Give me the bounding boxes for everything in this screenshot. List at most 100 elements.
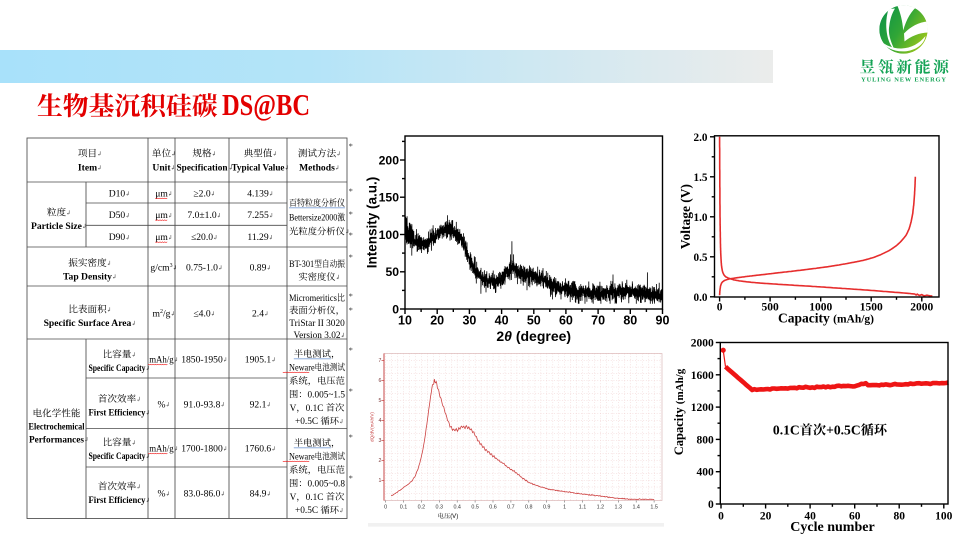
svg-text:0.1C: 0.1C bbox=[773, 423, 800, 438]
svg-text:TriStar II 3020: TriStar II 3020 bbox=[289, 319, 345, 329]
svg-text:m: m bbox=[153, 309, 161, 320]
svg-text:0.6: 0.6 bbox=[489, 505, 497, 511]
svg-text:Cycle number: Cycle number bbox=[790, 520, 874, 535]
svg-text:1.5: 1.5 bbox=[694, 172, 708, 184]
svg-text:0: 0 bbox=[384, 505, 387, 511]
svg-text:*: * bbox=[349, 346, 353, 355]
svg-text:92.1: 92.1 bbox=[250, 399, 267, 410]
svg-text:/g: /g bbox=[163, 309, 171, 320]
svg-text:≥2.0: ≥2.0 bbox=[193, 189, 210, 200]
svg-text:0.1C: 0.1C bbox=[306, 404, 324, 414]
svg-text:2000: 2000 bbox=[691, 338, 714, 350]
svg-text:μm: μm bbox=[155, 189, 168, 200]
svg-text:First Efficiency: First Efficiency bbox=[89, 495, 146, 506]
svg-text:0.9: 0.9 bbox=[543, 505, 551, 511]
svg-text:+0.5C: +0.5C bbox=[295, 417, 318, 427]
svg-text:40: 40 bbox=[804, 511, 816, 523]
svg-text:*: * bbox=[349, 306, 353, 315]
svg-text:*: * bbox=[349, 142, 353, 151]
svg-text:0.1: 0.1 bbox=[400, 505, 408, 511]
svg-text:*: * bbox=[349, 292, 353, 301]
svg-text:Typical Value: Typical Value bbox=[232, 163, 286, 174]
svg-text:*: * bbox=[349, 253, 353, 262]
svg-text:Specific Surface Area: Specific Surface Area bbox=[44, 318, 132, 329]
svg-text:V: V bbox=[290, 493, 297, 503]
svg-text:≤20.0: ≤20.0 bbox=[191, 232, 213, 243]
svg-text:D50: D50 bbox=[109, 210, 126, 221]
svg-text:DS@BC: DS@BC bbox=[222, 87, 310, 122]
svg-text:80: 80 bbox=[623, 314, 637, 328]
svg-text:90: 90 bbox=[656, 314, 670, 328]
svg-text:Item: Item bbox=[78, 163, 97, 174]
svg-text:2: 2 bbox=[160, 309, 163, 315]
svg-text:0.4: 0.4 bbox=[453, 505, 461, 511]
svg-text:Specific Capacity: Specific Capacity bbox=[89, 363, 146, 374]
svg-text:Neware: Neware bbox=[289, 363, 315, 373]
svg-text:3: 3 bbox=[379, 438, 382, 444]
svg-text:1000: 1000 bbox=[809, 302, 832, 314]
svg-text:1600: 1600 bbox=[691, 370, 714, 382]
svg-text:1.4: 1.4 bbox=[632, 505, 640, 511]
svg-text:30: 30 bbox=[462, 314, 476, 328]
svg-text:7.255: 7.255 bbox=[247, 210, 269, 221]
svg-text:1: 1 bbox=[563, 505, 566, 511]
svg-text:2.0: 2.0 bbox=[694, 132, 708, 144]
svg-text:83.0-86.0: 83.0-86.0 bbox=[184, 489, 221, 500]
svg-text:500: 500 bbox=[761, 302, 779, 314]
svg-text:Neware: Neware bbox=[289, 452, 315, 462]
svg-text:Particle Size: Particle Size bbox=[31, 221, 83, 232]
svg-text:First Efficiency: First Efficiency bbox=[89, 408, 146, 419]
svg-text:Unit: Unit bbox=[152, 163, 171, 174]
svg-text:V: V bbox=[290, 404, 297, 414]
svg-text:D10: D10 bbox=[109, 189, 126, 200]
svg-text:0.8: 0.8 bbox=[525, 505, 533, 511]
svg-text:4.139: 4.139 bbox=[247, 189, 269, 200]
svg-text:3: 3 bbox=[170, 263, 173, 269]
svg-text:20: 20 bbox=[430, 314, 444, 328]
svg-text:4: 4 bbox=[379, 418, 382, 424]
svg-text:100: 100 bbox=[379, 228, 400, 242]
svg-text:mAh/g: mAh/g bbox=[149, 444, 174, 455]
svg-text:Intensity (a.u.): Intensity (a.u.) bbox=[365, 177, 380, 269]
svg-text:400: 400 bbox=[697, 467, 715, 479]
svg-text:0.75-1.0: 0.75-1.0 bbox=[186, 263, 218, 274]
svg-text:%: % bbox=[158, 399, 166, 410]
svg-text:0.5: 0.5 bbox=[694, 252, 708, 264]
svg-text:0.89: 0.89 bbox=[250, 263, 267, 274]
svg-text:Micromeritics: Micromeritics bbox=[289, 294, 337, 304]
svg-text:150: 150 bbox=[379, 191, 400, 205]
svg-text:5: 5 bbox=[379, 398, 382, 404]
svg-text:7: 7 bbox=[379, 358, 382, 364]
svg-text:(V): (V) bbox=[450, 514, 458, 520]
svg-text:6: 6 bbox=[379, 378, 382, 384]
svg-text:60: 60 bbox=[559, 314, 573, 328]
svg-text:1200: 1200 bbox=[691, 402, 714, 414]
svg-text:1700-1800: 1700-1800 bbox=[181, 444, 223, 455]
svg-text:+0.5C: +0.5C bbox=[826, 423, 861, 438]
svg-text:1.2: 1.2 bbox=[597, 505, 605, 511]
svg-text:YULING NEW ENERGY: YULING NEW ENERGY bbox=[861, 77, 947, 84]
svg-text:1.0: 1.0 bbox=[694, 212, 708, 224]
svg-text:+0.5C: +0.5C bbox=[295, 506, 318, 516]
svg-text:mAh/g: mAh/g bbox=[149, 355, 174, 366]
svg-text:7.0±1.0: 7.0±1.0 bbox=[187, 210, 216, 221]
svg-text:0.2: 0.2 bbox=[418, 505, 426, 511]
svg-text:0.3: 0.3 bbox=[436, 505, 444, 511]
svg-text:84.9: 84.9 bbox=[250, 489, 267, 500]
svg-text:g/cm: g/cm bbox=[150, 263, 170, 274]
svg-text:0: 0 bbox=[717, 302, 723, 314]
svg-text:μm: μm bbox=[155, 210, 168, 221]
svg-text:100: 100 bbox=[935, 511, 953, 523]
svg-text:80: 80 bbox=[893, 511, 905, 523]
svg-text:1.1: 1.1 bbox=[579, 505, 587, 511]
svg-text:0: 0 bbox=[718, 511, 724, 523]
svg-text:1760.6: 1760.6 bbox=[245, 444, 272, 455]
svg-text:0: 0 bbox=[708, 499, 714, 511]
svg-text:50: 50 bbox=[527, 314, 541, 328]
svg-text:800: 800 bbox=[697, 434, 715, 446]
svg-text:10: 10 bbox=[398, 314, 412, 328]
svg-text:0: 0 bbox=[392, 302, 399, 316]
svg-text:*: * bbox=[349, 231, 353, 240]
svg-text:Specification: Specification bbox=[177, 163, 229, 174]
svg-text:Specific Capacity: Specific Capacity bbox=[89, 451, 146, 462]
